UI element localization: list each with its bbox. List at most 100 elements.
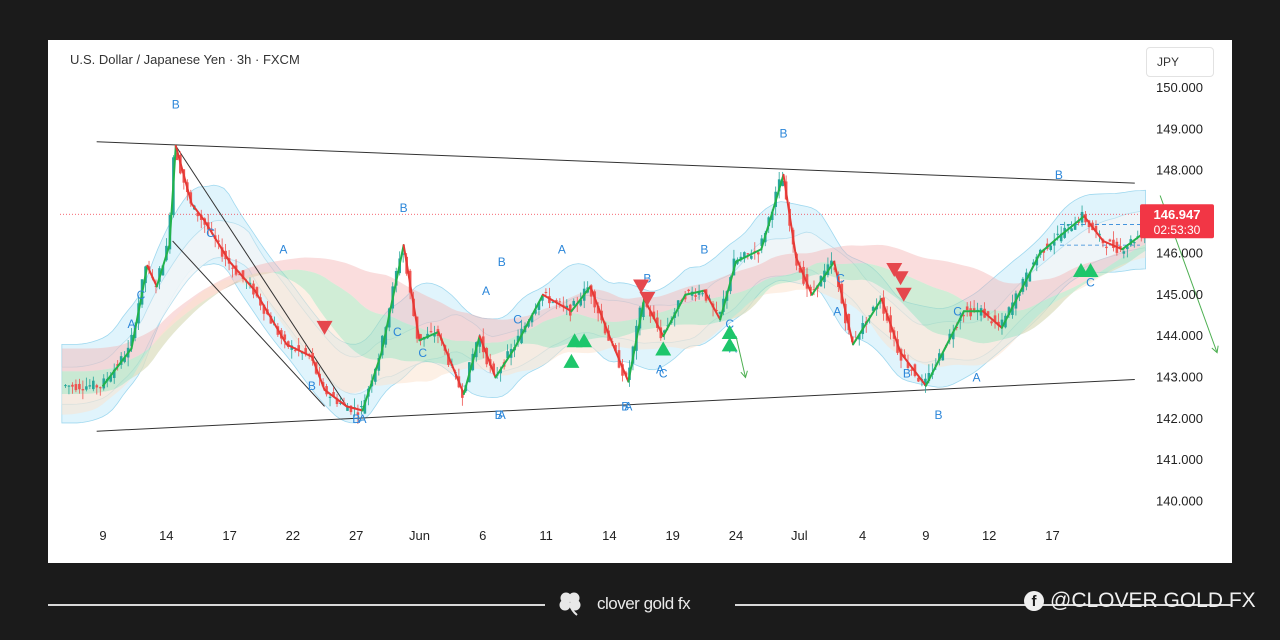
candle-down — [555, 298, 558, 310]
x-tick-label: 17 — [222, 528, 236, 543]
candle-body — [614, 345, 617, 352]
candle-body — [694, 295, 697, 297]
candle-body — [1105, 246, 1108, 249]
wave-label-a: A — [498, 408, 506, 422]
candle-body — [81, 389, 85, 391]
social-handle[interactable]: f @CLOVER GOLD FX — [1024, 589, 1256, 613]
candle-body — [951, 331, 955, 340]
wave-label-a: A — [624, 400, 632, 414]
candle-body — [938, 353, 941, 361]
wave-label-b: B — [498, 255, 506, 269]
x-tick-label: 17 — [1045, 528, 1059, 543]
price-axis: 150.000149.000148.000147.000146.000145.0… — [1156, 80, 1203, 509]
currency-selector[interactable]: JPY — [1146, 47, 1214, 77]
wave-label-b: B — [495, 408, 503, 422]
buy-signal-icon — [721, 324, 738, 339]
buy-signal-icon — [576, 333, 593, 348]
zigzag-segment — [361, 351, 383, 412]
zigzag-segment — [833, 260, 855, 346]
candle-body — [649, 311, 652, 317]
candle-body — [871, 306, 875, 311]
x-tick-label: 6 — [479, 528, 486, 543]
zigzag-segment — [1083, 215, 1105, 242]
candle-body — [1007, 307, 1011, 316]
wave-label-b: B — [400, 201, 408, 215]
candle-down — [98, 386, 102, 396]
zigzag-segment — [981, 310, 1003, 329]
candle-body — [269, 315, 273, 324]
candle-down — [649, 305, 652, 323]
candle-body — [830, 260, 833, 266]
wave-label-b: B — [779, 127, 787, 141]
candle-up — [360, 400, 363, 415]
candle-body — [534, 309, 537, 314]
candle-body — [962, 315, 965, 317]
zigzag-segment — [541, 293, 573, 313]
candle-body — [196, 212, 200, 217]
zigzag-segment — [880, 297, 902, 354]
buy-signal-icon — [721, 337, 738, 352]
candle-body — [1094, 225, 1098, 233]
candle-body — [948, 333, 952, 340]
indicator-bands — [61, 184, 1146, 424]
zigzag-segment — [627, 297, 646, 383]
candle-body — [461, 390, 464, 398]
candle-up — [830, 252, 833, 274]
candle-body — [544, 291, 548, 293]
projection-forecast-short — [735, 335, 746, 378]
sell-signal-icon — [316, 320, 333, 335]
candle-body — [92, 380, 95, 390]
zigzag-segment — [1057, 215, 1086, 238]
candle-body — [1049, 245, 1053, 250]
candle-body — [1070, 228, 1073, 232]
candle-body — [1126, 246, 1129, 250]
candle-body — [972, 308, 976, 311]
candle-body — [71, 384, 74, 387]
cloud-orange — [61, 250, 1146, 415]
candle-up — [857, 334, 861, 346]
zigzag-segment — [310, 355, 326, 391]
candle-body — [363, 399, 367, 414]
facebook-icon: f — [1024, 591, 1044, 611]
candle-body — [642, 302, 645, 318]
candle-down — [562, 296, 565, 312]
zigzag-segment — [478, 335, 497, 379]
candle-body — [697, 290, 701, 295]
zigzag-segment — [589, 285, 611, 338]
wave-label-b: B — [935, 408, 943, 422]
sell-signal-icon — [886, 262, 903, 277]
candle-body — [356, 412, 360, 415]
candle-up — [64, 384, 67, 389]
candle-body — [1059, 233, 1063, 242]
candle-body — [572, 300, 576, 306]
price-path — [102, 144, 1219, 412]
zigzag-segment — [782, 173, 798, 259]
candle-down — [910, 368, 913, 376]
candle-body — [293, 350, 297, 352]
candle-body — [85, 386, 88, 390]
candle-up — [1052, 233, 1056, 255]
sell-signal-icon — [895, 287, 912, 302]
candle-body — [990, 321, 993, 324]
wave-markers: BBBBBBBBBAAAAAAAACCCCCCCCCBCBABABA — [127, 98, 1095, 426]
candle-body — [530, 315, 534, 323]
candle-body — [492, 363, 495, 374]
candle-body — [1108, 239, 1112, 242]
candle-up — [1132, 241, 1136, 248]
candle-down — [71, 382, 74, 394]
candle-up — [565, 299, 569, 316]
candle-body — [342, 402, 346, 405]
candle-body — [1052, 241, 1056, 246]
candle-body — [917, 377, 920, 382]
candle-body — [746, 253, 750, 255]
candle-body — [743, 252, 746, 257]
candle-down — [78, 378, 81, 394]
price-badge-bg — [1140, 204, 1214, 239]
candle-body — [238, 274, 241, 276]
candle-body — [516, 335, 520, 342]
candle-body — [603, 322, 607, 334]
zigzag-segment — [285, 343, 313, 358]
wave-label-c: C — [513, 313, 522, 327]
candle-down — [756, 251, 760, 263]
